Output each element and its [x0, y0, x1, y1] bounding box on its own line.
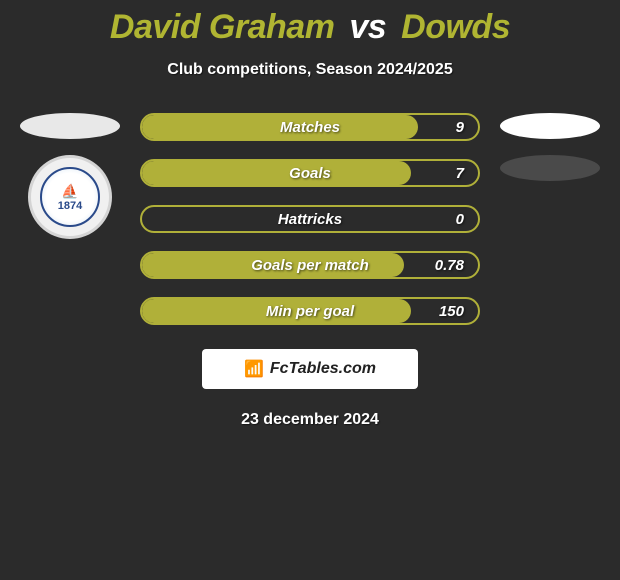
brand-box: 📶 FcTables.com [202, 349, 418, 389]
stat-bar-label: Hattricks [142, 211, 478, 228]
player1-name: David Graham [110, 8, 335, 46]
stats-bars: Matches9Goals7Hattricks0Goals per match0… [140, 113, 480, 325]
main-content: ⛵ 1874 Matches9 Goals7 Hattricks0 Goals per… [0, 113, 620, 325]
stat-bar-value: 7 [456, 165, 464, 182]
brand-icon: 📶 [244, 359, 264, 379]
stat-bar-value: 9 [456, 119, 464, 136]
badge-year: 1874 [58, 200, 82, 212]
stat-bar: Matches9 [140, 113, 480, 141]
player2-name: Dowds [401, 8, 510, 46]
ship-icon: ⛵ [61, 183, 78, 200]
player2-placeholder-oval-1 [500, 113, 600, 139]
right-column [500, 113, 600, 325]
date-text: 23 december 2024 [0, 411, 620, 429]
comparison-title: David Graham vs Dowds [0, 0, 620, 47]
stat-bar-label: Goals per match [142, 257, 478, 274]
player2-placeholder-oval-2 [500, 155, 600, 181]
stat-bar-label: Matches [142, 119, 478, 136]
brand-text: FcTables.com [270, 360, 376, 378]
stat-bar-value: 0 [456, 211, 464, 228]
stat-bar-label: Goals [142, 165, 478, 182]
subtitle: Club competitions, Season 2024/2025 [0, 61, 620, 79]
stat-bar-value: 0.78 [435, 257, 464, 274]
vs-text: vs [349, 8, 386, 46]
stat-bar-label: Min per goal [142, 303, 478, 320]
player1-placeholder-oval [20, 113, 120, 139]
club-badge-inner: ⛵ 1874 [40, 167, 100, 227]
stat-bar-value: 150 [439, 303, 464, 320]
stat-bar: Goals7 [140, 159, 480, 187]
stat-bar: Hattricks0 [140, 205, 480, 233]
stat-bar: Goals per match0.78 [140, 251, 480, 279]
club-badge-left: ⛵ 1874 [28, 155, 112, 239]
left-column: ⛵ 1874 [20, 113, 120, 325]
stat-bar: Min per goal150 [140, 297, 480, 325]
